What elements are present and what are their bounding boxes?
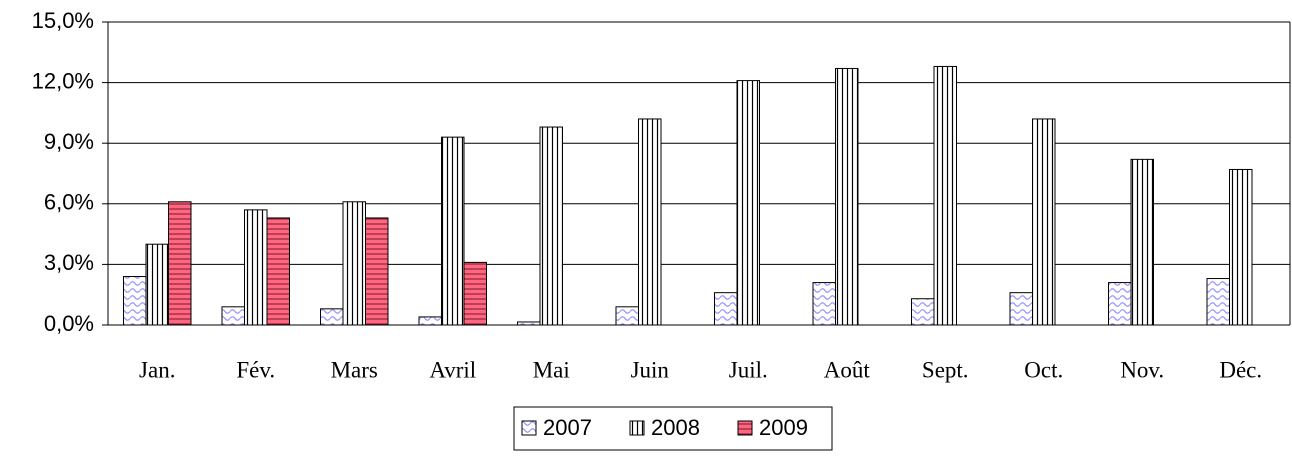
x-tick-label: Oct. [1024,357,1063,382]
bar [714,292,738,326]
bar [418,316,442,326]
x-tick-label: Mai [533,357,570,382]
bar [320,308,344,326]
bar [145,243,169,326]
x-tick-label: Fév. [236,357,275,382]
x-tick-label: Mars [331,357,378,382]
bar [1206,278,1230,326]
bar [615,306,639,326]
bar [812,282,836,326]
bar [539,126,563,326]
bar [1108,282,1132,326]
bar [365,217,389,326]
legend: 2007 2008 2009 [513,406,833,451]
y-tick-label: 9,0% [44,129,94,154]
y-tick-label: 6,0% [44,190,94,215]
legend-swatch [629,420,645,436]
legend-label: 2008 [651,415,700,440]
bar [736,80,760,326]
bar [1130,158,1154,326]
x-tick-label: Jan. [139,357,175,382]
x-tick-label: Août [824,357,871,382]
bar [441,136,465,326]
x-tick-label: Avril [429,357,476,382]
bar [1009,292,1033,326]
bar [168,201,192,326]
bar [1032,118,1056,326]
legend-label: 2007 [543,415,592,440]
x-tick-label: Juil. [729,357,768,382]
bar [244,209,268,326]
bar [835,67,859,326]
x-tick-label: Nov. [1120,357,1164,382]
bar [933,65,957,326]
legend-label: 2009 [759,415,808,440]
y-tick-label: 15,0% [32,8,94,33]
legend-swatch [737,420,753,436]
y-tick-label: 0,0% [44,311,94,336]
legend-box [513,406,833,451]
bar [463,261,487,326]
bar [1229,168,1253,326]
x-tick-label: Juin [631,357,670,382]
y-tick-label: 12,0% [32,68,94,93]
bar [342,201,366,326]
bar [266,217,290,326]
x-tick-label: Déc. [1219,357,1262,382]
bar [638,118,662,326]
x-tick-label: Sept. [922,357,969,382]
bar [911,298,935,326]
y-tick-label: 3,0% [44,250,94,275]
bar [123,276,147,326]
bar [221,306,245,326]
legend-swatch [521,420,537,436]
